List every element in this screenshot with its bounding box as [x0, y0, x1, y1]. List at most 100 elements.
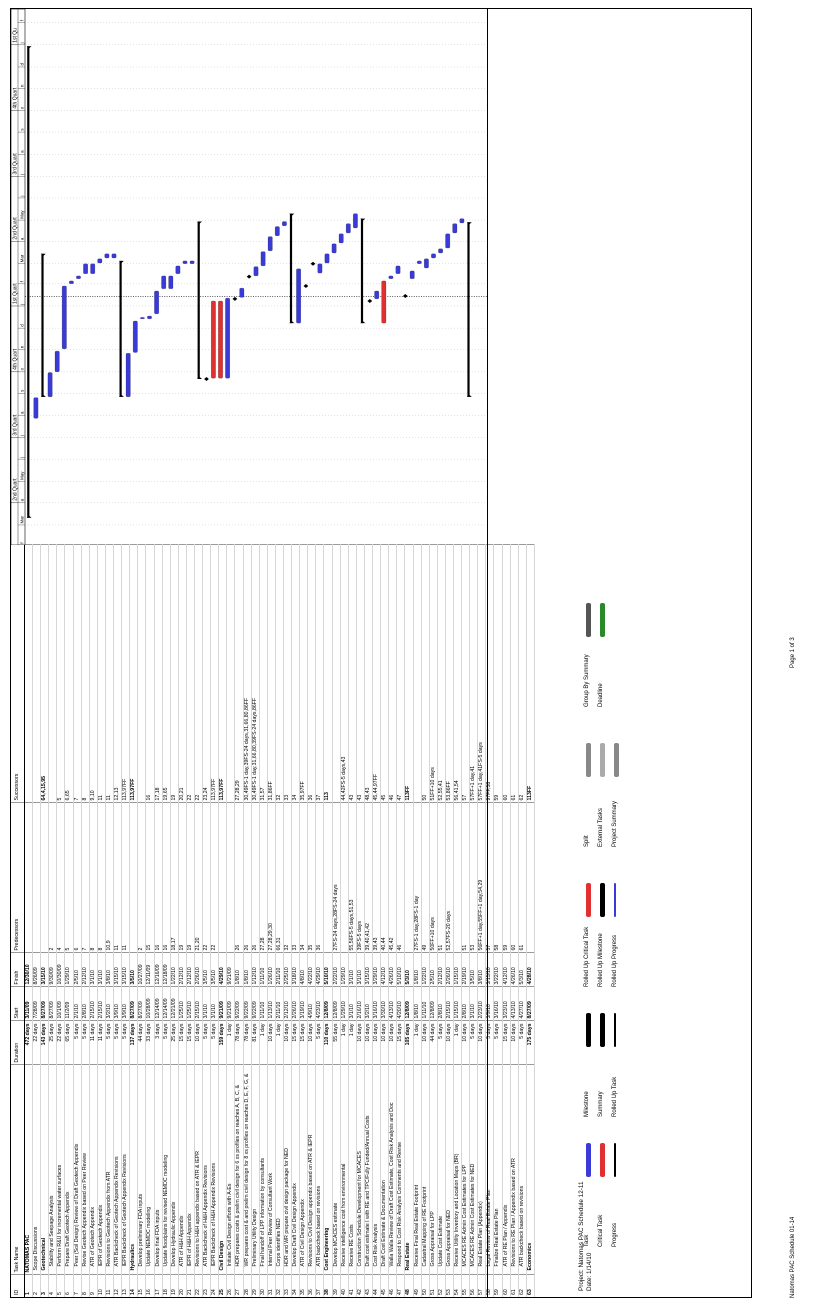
summary-end-cap: [40, 253, 46, 256]
legend-label: Task: [584, 1234, 590, 1247]
legend-swatch: [600, 1013, 605, 1047]
table-row[interactable]: 39 Develop MCACES estimate 55 days 12/8/09 2…: [332, 545, 341, 1297]
gantt-chart: 2nd Quart 3rd Quart 4th Quart 1st Quart 2nd …: [11, 9, 487, 545]
table-row[interactable]: 51 Gross Appraisal for LPP 44 days 12/8/09 2…: [429, 545, 438, 1297]
task-predecessors: 49: [421, 803, 430, 953]
table-row[interactable]: 46 Walla Walla Review of Draft Cost Estim…: [388, 545, 397, 1297]
task-finish: 3/18/10: [291, 953, 300, 987]
task-id: 19: [170, 1275, 179, 1297]
task-finish: 1/8/10: [234, 953, 244, 987]
table-row[interactable]: 53 Gross Appraisal for NED 10 days 2/15/10 2…: [445, 545, 454, 1297]
summary-start-cap: [118, 394, 124, 397]
task-name: Receive Final Real Estate Footprint: [413, 1065, 422, 1275]
task-successors: 22: [194, 545, 203, 803]
col-finish: Finish: [11, 953, 25, 987]
table-row[interactable]: 47 Respond to Cost Risk Analysis Comments…: [396, 545, 405, 1297]
table-row[interactable]: 18 Update floodplains for revised NEMDC m…: [162, 545, 171, 1297]
table-row[interactable]: 17 Develop final FDA inputs 3 days 12/14/09…: [154, 545, 163, 1297]
table-row[interactable]: 26 Initiate Civil Design efforts with A-E…: [226, 545, 235, 1297]
task-name: Develop final FDA inputs: [154, 1065, 163, 1275]
table-row[interactable]: 5 Perform R&U for incremental water surfa…: [56, 545, 65, 1297]
task-duration: 33 days: [145, 1021, 154, 1065]
table-row[interactable]: 56 MCACES RE Admin Cost Estimates for NED…: [469, 545, 478, 1297]
month-label: j: [20, 195, 25, 197]
table-row[interactable]: 45 Draft Cost Estimate & Documentation 10 …: [380, 545, 389, 1297]
table-row[interactable]: 41 Receive RE Costs 1 day 3/1/10 3/1/10 55,56…: [348, 545, 357, 1297]
table-row[interactable]: 14 Hydraulics 137 days 8/27/09 3/5/10 113,97F…: [129, 545, 138, 1297]
task-bar: [69, 280, 74, 284]
table-row[interactable]: 29 Preliminary Utility Design 81 days 9/22/…: [251, 545, 260, 1297]
task-name: Stability and Seepage Analysis: [48, 1065, 57, 1275]
task-duration: 44 days: [429, 1021, 438, 1065]
table-row[interactable]: 43 Draft cost estimate I with RE and TPC/…: [364, 545, 373, 1297]
table-row[interactable]: 28 WR prepares cost & and prelim civil de…: [243, 545, 252, 1297]
task-bar: [104, 253, 110, 259]
summary-start-cap: [197, 376, 202, 379]
legend-label: Progress: [612, 1222, 618, 1247]
table-row[interactable]: 54 Receive Utility Inventory and Location…: [453, 545, 462, 1297]
task-id: 32: [275, 1275, 284, 1297]
table-row[interactable]: 32 Corps identifies NED 1 day 2/11/10 2/11/1…: [275, 545, 284, 1297]
task-successors: 11: [97, 545, 106, 803]
table-row[interactable]: 23 ATR Backcheck of H&H Appendix Revision…: [202, 545, 211, 1297]
summary-start-cap: [289, 320, 295, 324]
table-row[interactable]: 34 Develop Draft Civil Design Appendix 15 …: [291, 545, 300, 1297]
task-predecessors: 11: [113, 803, 122, 953]
task-successors: 113FF: [404, 545, 413, 803]
task-finish: 2/22/10: [332, 953, 341, 987]
table-row[interactable]: 8 Revise Geotech Appendix based on Peer R…: [81, 545, 90, 1297]
task-successors: 17,18: [154, 545, 163, 803]
task-predecessors: 55,56FS-5 days,51,53: [348, 803, 357, 953]
table-row[interactable]: 25 Civil Design 159 days 9/21/09 4/29/10 113,…: [218, 545, 227, 1297]
table-row[interactable]: 38 Cost Engineering 110 days 12/8/09 5/10/10…: [323, 545, 333, 1297]
table-row[interactable]: 40 Receive intelligence cost from environ…: [340, 545, 349, 1297]
task-finish: 2/12/10: [81, 953, 90, 987]
table-row[interactable]: 19 Develop Hydraulic Appendix 25 days 12/21…: [170, 545, 179, 1297]
table-row[interactable]: 49 Receive Final Real Estate Footprint 1 d…: [413, 545, 422, 1297]
table-row[interactable]: 9 ATR of Geotech Appendix 11 days 2/15/10 3/…: [89, 545, 98, 1297]
table-row[interactable]: 15 Develop preliminary FDA inputs 44 days 8…: [137, 545, 146, 1297]
summary-end-cap: [118, 260, 124, 264]
task-predecessors: [226, 803, 235, 953]
table-row[interactable]: 12 ATR Backcheck of Geotech Appendix Revi…: [113, 545, 122, 1297]
table-row[interactable]: 55 MCACES RE Admin Cost Estimates for LPP…: [461, 545, 470, 1297]
table-row[interactable]: 30 Final handoff of LPP information by co…: [259, 545, 268, 1297]
table-row[interactable]: 1 NATOMAS PAC 472 days 3/11/09 12/30/10: [24, 545, 33, 1297]
table-row[interactable]: 10 IEPR of Geotech Appendix 11 days 2/15/10…: [97, 545, 106, 1297]
task-duration: 5 days: [81, 1021, 90, 1065]
table-row[interactable]: 21 IEPR of H&H Appendix 15 days 1/25/10 2/12…: [186, 545, 195, 1297]
table-row[interactable]: 50 Cadastral Mapping of RE Footprint 10 da…: [421, 545, 430, 1297]
table-row[interactable]: 57 Real Estate Plan (Appendix) 10 days 2/23…: [477, 545, 486, 1297]
table-row[interactable]: 16 Update NEMDC modeling 33 days 10/28/09 12…: [145, 545, 154, 1297]
table-row[interactable]: 44 Cost Risk Analysis 10 days 3/16/10 3/29/1…: [372, 545, 381, 1297]
table-row[interactable]: 35 ATR of Civil Design Appendix 15 days 3/1…: [299, 545, 308, 1297]
table-row[interactable]: 6 Prepare Draft Geotech Appendix 65 days 11…: [64, 545, 74, 1297]
task-start: 10/1/09: [56, 987, 65, 1021]
task-bar: [125, 353, 131, 397]
table-row[interactable]: 36 Revisions to Civil Design appendix bas…: [307, 545, 316, 1297]
task-duration: 5 days: [113, 1021, 122, 1065]
legend-label: Rolled Up Critical Task: [584, 926, 590, 987]
table-row[interactable]: 31 Internal Peer Review of Consultant Wor…: [267, 545, 276, 1297]
table-row[interactable]: 48 Real Estate 105 days 12/8/09 5/3/10 113FF: [404, 545, 413, 1297]
task-duration: 10 days: [461, 1021, 470, 1065]
table-row[interactable]: 20 ATR of H&H Appendix 15 days 1/25/10 2/12/…: [178, 545, 187, 1297]
task-start: 12/8/09: [429, 987, 438, 1021]
table-row[interactable]: 13 IEPR Backcheck of Geotech Appendix Rev…: [121, 545, 130, 1297]
table-row[interactable]: 52 Update Cost Estimate 5 days 2/8/10 2/12/1…: [437, 545, 446, 1297]
table-row[interactable]: 24 IEPR Backcheck of H&H Appendix Revisio…: [210, 545, 219, 1297]
table-row[interactable]: 11 Revisions to Geotech Appendix from ATR…: [105, 545, 114, 1297]
task-bar: [424, 258, 429, 269]
task-predecessors: [24, 803, 33, 953]
task-id: 20: [178, 1275, 187, 1297]
table-row[interactable]: 33 HDR and WR prepare civil design packag…: [283, 545, 292, 1297]
table-row[interactable]: 7 Peer (Soil Design) Review of Draft Geot…: [73, 545, 82, 1297]
table-row[interactable]: 42 Construction Schedule Development for …: [356, 545, 365, 1297]
table-row[interactable]: 22 Revisions to H&H appendix based on ATR…: [194, 545, 203, 1297]
table-row[interactable]: 4 Stability and Seepage Analysis 25 days 8/…: [48, 545, 57, 1297]
table-row[interactable]: 2 Scope Discussions 22 days 7/28/09 8/26/09: [32, 545, 41, 1297]
table-row[interactable]: 37 ATR backcheck based on revisions 5 days…: [315, 545, 324, 1297]
table-row[interactable]: 3 Geotechnical 143 days 8/27/09 3/15/10 64,4,…: [40, 545, 49, 1297]
table-row[interactable]: 27 HDR prepares costs & prelim civil desi…: [234, 545, 244, 1297]
task-duration: 15 days: [291, 1021, 300, 1065]
